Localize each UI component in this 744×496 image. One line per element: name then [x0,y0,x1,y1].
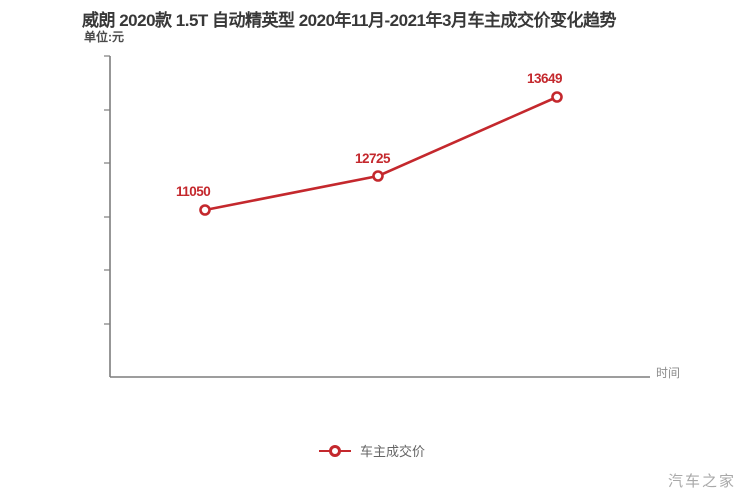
data-point-marker [199,204,211,216]
data-point-marker [372,170,384,182]
legend-label: 车主成交价 [359,444,425,459]
chart-title: 威朗 2020款 1.5T 自动精英型 2020年11月-2021年3月车主成交… [82,11,616,30]
watermark-autohome: 汽车之家 [667,473,736,490]
legend-line-circle-marker-icon [318,444,351,458]
data-point-label: 12725 [355,151,391,166]
y-axis-ticks [104,55,110,325]
data-point-label: 11050 [176,184,211,199]
x-axis-label: 时间 [656,366,681,380]
legend: 车主成交价 [0,441,744,460]
data-point-marker [551,91,563,103]
y-axis-unit-label: 单位:元 [84,30,124,44]
data-point-label: 13649 [527,71,563,86]
